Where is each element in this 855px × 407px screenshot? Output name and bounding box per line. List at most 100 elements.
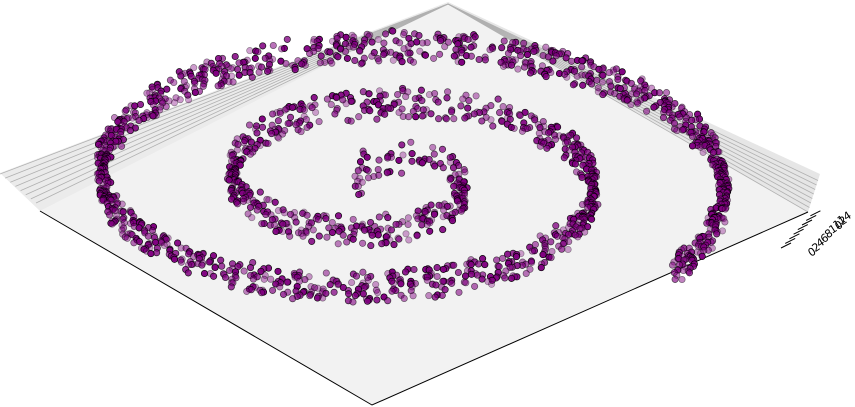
- scatter-point: [378, 240, 386, 248]
- scatter-point: [474, 260, 483, 268]
- scatter-point: [184, 269, 192, 277]
- scatter-point: [322, 269, 330, 277]
- scatter-point: [383, 169, 391, 177]
- scatter-point: [315, 118, 323, 126]
- scatter-point: [627, 101, 635, 109]
- scatter-point: [387, 226, 396, 234]
- scatter-point: [541, 258, 549, 267]
- scatter-point: [721, 205, 729, 213]
- scatter-point: [528, 247, 536, 255]
- scatter-point: [457, 207, 465, 215]
- scatter-point: [528, 258, 536, 267]
- scatter-point: [261, 271, 269, 279]
- scatter-point: [363, 297, 372, 305]
- scatter-point: [384, 105, 392, 113]
- scatter-point: [119, 208, 127, 216]
- scatter-point: [291, 66, 299, 74]
- scatter-point: [241, 137, 249, 145]
- scatter-point: [457, 102, 465, 110]
- scatter-point: [355, 190, 363, 199]
- scatter-point: [535, 129, 543, 137]
- scatter-point: [478, 275, 486, 283]
- scatter-point: [129, 114, 137, 122]
- scatter-point: [698, 252, 706, 260]
- scatter-point: [184, 91, 192, 99]
- scatter-point: [95, 177, 103, 185]
- scatter-point: [306, 49, 314, 58]
- scatter-point: [721, 218, 729, 226]
- scatter-point: [522, 269, 530, 278]
- scatter-point: [655, 89, 664, 97]
- scatter-point: [301, 276, 309, 284]
- scatter-point: [430, 54, 438, 62]
- scatter-point: [389, 27, 397, 35]
- scatter-point: [415, 31, 423, 40]
- scatter-point: [455, 288, 463, 296]
- scatter-point: [389, 56, 397, 64]
- scatter-point: [536, 142, 544, 150]
- scatter-point: [280, 209, 289, 217]
- scatter-point: [349, 215, 357, 223]
- scatter-point: [272, 280, 280, 288]
- scatter-point: [616, 85, 624, 93]
- scatter-point: [500, 37, 508, 45]
- scatter-point: [365, 90, 373, 98]
- scatter-point: [322, 215, 330, 223]
- scatter-point: [478, 117, 486, 125]
- scatter-point: [177, 72, 185, 80]
- scatter-point: [547, 254, 555, 262]
- scatter-point: [499, 103, 507, 111]
- scatter-point: [520, 63, 529, 71]
- z-tick-mark: [793, 228, 804, 235]
- scatter-point: [177, 258, 185, 266]
- scatter-point: [140, 245, 148, 253]
- scatter-point: [405, 113, 413, 121]
- scatter-point: [404, 220, 412, 229]
- scatter-points: [93, 27, 733, 306]
- scatter-point: [390, 241, 398, 249]
- scatter-point: [235, 59, 243, 67]
- scatter-point: [256, 188, 264, 196]
- scatter-point: [234, 140, 242, 149]
- scatter-point: [302, 229, 310, 237]
- scatter-point: [523, 51, 532, 59]
- scatter-point: [416, 47, 424, 55]
- scatter-point: [135, 116, 143, 125]
- scatter-point: [407, 287, 415, 295]
- scatter-point: [388, 277, 396, 285]
- scatter-point: [508, 61, 516, 69]
- scatter-point: [323, 95, 331, 103]
- scatter-point: [399, 87, 407, 95]
- scatter-point: [539, 251, 547, 259]
- scatter-point: [404, 88, 412, 96]
- scatter-point: [400, 31, 408, 39]
- scatter-point: [433, 272, 441, 281]
- scatter-point: [284, 278, 292, 286]
- scatter-point: [438, 291, 446, 299]
- scatter-point: [246, 203, 255, 211]
- scatter-point: [199, 82, 207, 90]
- scatter-point: [269, 110, 277, 118]
- scatter-point: [118, 142, 126, 150]
- scatter-point: [322, 289, 330, 297]
- scatter-point: [494, 95, 502, 103]
- scatter-point: [570, 67, 579, 75]
- scatter-point: [254, 48, 262, 56]
- scatter-point: [464, 35, 472, 44]
- scatter-point: [618, 68, 626, 76]
- scatter-point: [481, 261, 489, 269]
- scatter-point: [423, 276, 431, 284]
- scatter-point: [227, 283, 235, 291]
- scatter-point: [435, 201, 443, 209]
- scatter-point: [462, 91, 470, 99]
- scatter-point: [221, 273, 230, 282]
- scatter-point: [356, 174, 364, 182]
- scatter-point: [253, 206, 261, 214]
- scatter-point: [314, 284, 322, 292]
- scatter-point: [191, 88, 199, 97]
- scatter-point: [454, 268, 462, 277]
- scatter-point: [437, 37, 445, 45]
- scatter-point: [217, 256, 225, 264]
- scatter-point: [650, 103, 658, 111]
- scatter-point: [552, 52, 560, 60]
